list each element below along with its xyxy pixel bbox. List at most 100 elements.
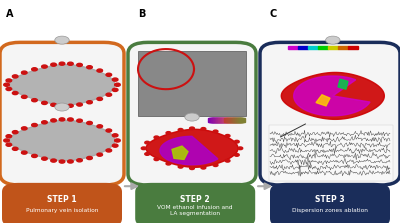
Circle shape: [12, 75, 18, 78]
Circle shape: [32, 124, 37, 127]
Circle shape: [6, 87, 12, 91]
Circle shape: [22, 151, 27, 154]
Bar: [288, 46, 298, 49]
Text: A: A: [6, 9, 14, 19]
Circle shape: [112, 78, 118, 81]
Circle shape: [234, 154, 239, 156]
Circle shape: [55, 36, 69, 44]
Circle shape: [87, 66, 92, 69]
Circle shape: [154, 136, 159, 139]
Bar: [218, 118, 223, 122]
Circle shape: [201, 128, 206, 130]
Text: Dispersion zones ablation: Dispersion zones ablation: [292, 208, 368, 213]
Polygon shape: [146, 129, 238, 167]
Circle shape: [32, 154, 37, 157]
Polygon shape: [281, 72, 384, 119]
Text: STEP 2: STEP 2: [180, 195, 210, 204]
Bar: [328, 46, 338, 49]
Circle shape: [87, 101, 92, 104]
Circle shape: [68, 160, 73, 163]
Bar: [233, 118, 238, 122]
Bar: [229, 118, 234, 122]
Bar: [232, 118, 236, 122]
Bar: [298, 46, 308, 49]
Circle shape: [6, 79, 12, 82]
FancyBboxPatch shape: [2, 183, 122, 223]
Bar: [209, 118, 214, 122]
Circle shape: [42, 65, 47, 68]
Circle shape: [22, 95, 27, 98]
Bar: [338, 46, 348, 49]
Circle shape: [22, 71, 27, 74]
Bar: [218, 118, 222, 122]
Circle shape: [154, 158, 159, 161]
Circle shape: [68, 104, 73, 107]
Bar: [220, 118, 224, 122]
FancyBboxPatch shape: [270, 183, 390, 223]
Bar: [232, 118, 237, 122]
Bar: [240, 118, 245, 122]
Bar: [221, 118, 226, 122]
Bar: [222, 118, 226, 122]
Circle shape: [326, 36, 340, 44]
Circle shape: [112, 134, 118, 137]
Circle shape: [59, 118, 65, 121]
Bar: [214, 118, 219, 122]
Text: STEP 3: STEP 3: [315, 195, 345, 204]
Circle shape: [106, 93, 112, 96]
Circle shape: [213, 164, 218, 167]
Bar: [224, 118, 228, 122]
Bar: [213, 118, 218, 122]
Circle shape: [22, 127, 27, 130]
Circle shape: [106, 129, 112, 132]
Circle shape: [12, 147, 18, 150]
Circle shape: [225, 134, 230, 137]
Circle shape: [42, 101, 47, 104]
Circle shape: [42, 121, 47, 124]
Circle shape: [238, 147, 243, 150]
FancyBboxPatch shape: [128, 42, 256, 185]
Circle shape: [190, 127, 194, 130]
Bar: [230, 118, 235, 122]
Text: C: C: [270, 9, 277, 19]
Bar: [236, 118, 241, 122]
Bar: [226, 118, 231, 122]
Circle shape: [51, 159, 56, 162]
Bar: [234, 118, 239, 122]
Circle shape: [59, 160, 65, 163]
Bar: [226, 118, 230, 122]
Text: Pulmonary vein isolation: Pulmonary vein isolation: [26, 208, 98, 213]
Circle shape: [77, 159, 82, 162]
Text: B: B: [138, 9, 145, 19]
Circle shape: [51, 119, 56, 122]
Bar: [219, 118, 224, 122]
Bar: [318, 46, 328, 49]
Circle shape: [12, 131, 18, 134]
Circle shape: [32, 68, 37, 71]
Bar: [237, 118, 242, 122]
Text: STEP 1: STEP 1: [47, 195, 77, 204]
Bar: [227, 118, 232, 122]
FancyBboxPatch shape: [260, 42, 400, 185]
Bar: [234, 118, 238, 122]
Circle shape: [77, 119, 82, 122]
Circle shape: [190, 167, 194, 169]
Circle shape: [225, 159, 230, 162]
Bar: [237, 118, 242, 122]
Bar: [211, 118, 216, 122]
Bar: [238, 118, 243, 122]
Bar: [236, 118, 240, 122]
Circle shape: [87, 156, 92, 159]
Bar: [211, 118, 216, 122]
Circle shape: [97, 97, 102, 101]
FancyBboxPatch shape: [269, 125, 393, 181]
Bar: [217, 118, 222, 122]
Polygon shape: [160, 136, 218, 165]
Bar: [208, 118, 213, 122]
Circle shape: [178, 165, 183, 168]
Bar: [223, 118, 228, 122]
Circle shape: [166, 132, 171, 134]
Circle shape: [178, 128, 183, 131]
Circle shape: [6, 143, 12, 146]
Circle shape: [112, 144, 118, 147]
